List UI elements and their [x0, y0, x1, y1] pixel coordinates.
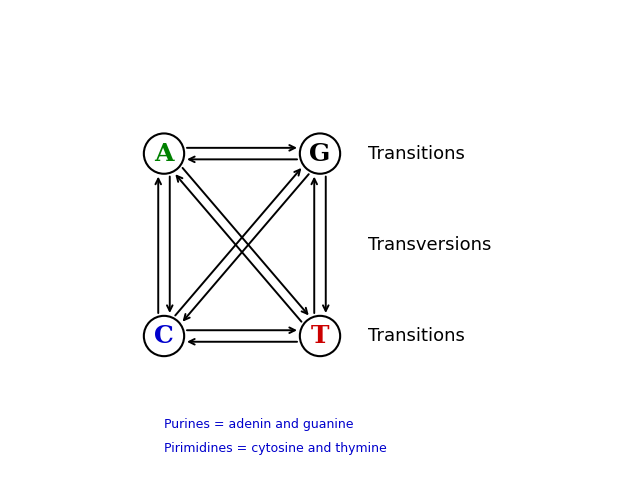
Circle shape	[144, 316, 184, 356]
Text: Transversions: Transversions	[368, 236, 492, 254]
Text: Purines = adenin and guanine: Purines = adenin and guanine	[164, 418, 353, 432]
Text: Pirimidines = cytosine and thymine: Pirimidines = cytosine and thymine	[164, 442, 387, 456]
Text: Transitions: Transitions	[368, 144, 465, 163]
Text: Transitions: Transitions	[368, 327, 465, 345]
Text: C: C	[154, 324, 174, 348]
Text: G: G	[309, 142, 331, 166]
Circle shape	[300, 316, 340, 356]
Circle shape	[144, 133, 184, 174]
Text: A: A	[154, 142, 173, 166]
Circle shape	[300, 133, 340, 174]
Text: T: T	[311, 324, 329, 348]
